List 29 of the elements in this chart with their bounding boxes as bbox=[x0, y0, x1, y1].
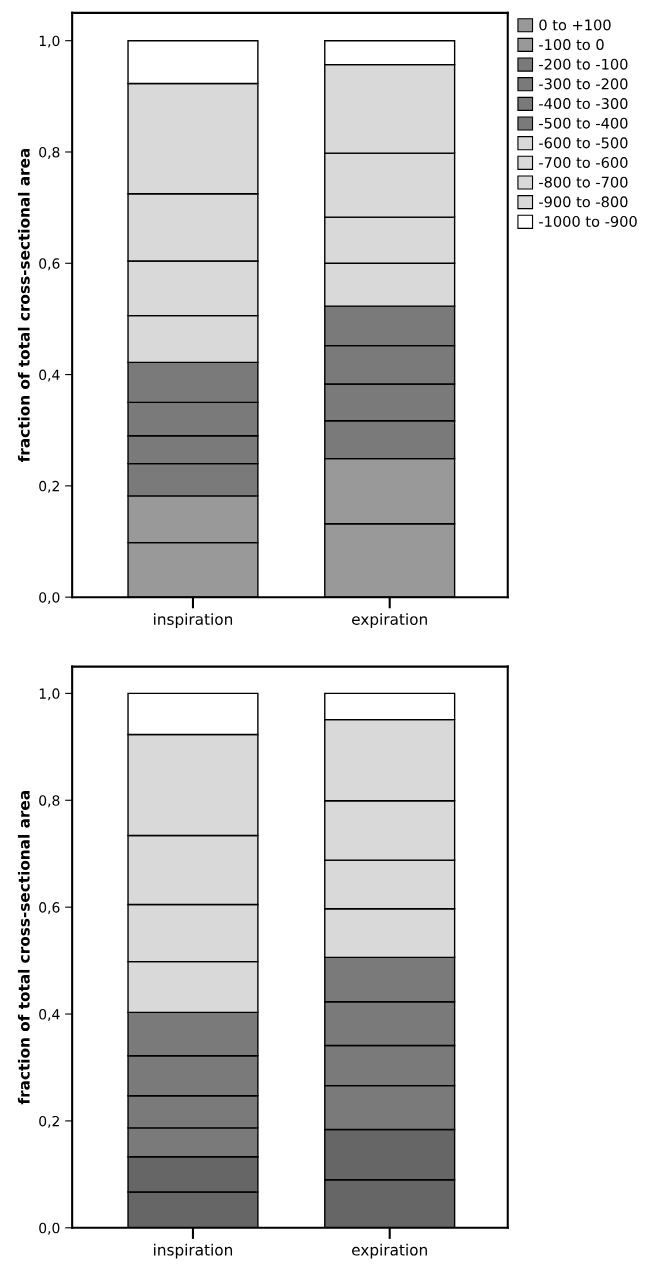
legend-label: -400 to -300 bbox=[539, 98, 628, 110]
legend-label: 0 to +100 bbox=[539, 19, 611, 31]
x-tick-label: expiration bbox=[352, 1243, 427, 1259]
x-tick-label: expiration bbox=[352, 613, 427, 628]
y-tick-label: 0,6 bbox=[39, 258, 60, 271]
legend-label: -500 to -400 bbox=[539, 117, 628, 129]
y-axis-title: fraction of total cross-sectional area bbox=[17, 148, 30, 463]
y-tick-label: 0,0 bbox=[39, 592, 60, 605]
y-tick-label: 1,0 bbox=[39, 35, 60, 48]
y-tick-label: 0,8 bbox=[39, 795, 60, 808]
y-tick-label: 0,4 bbox=[39, 1009, 60, 1021]
legend-label: -600 to -500 bbox=[539, 137, 628, 149]
legend-label: -1000 to -900 bbox=[539, 215, 637, 228]
y-tick-label: 0,0 bbox=[39, 1222, 60, 1235]
legend-label: -900 to -800 bbox=[539, 196, 628, 208]
y-tick-label: 0,2 bbox=[39, 1115, 59, 1128]
legend-label: -300 to -200 bbox=[539, 78, 628, 90]
legend-label: -200 to -100 bbox=[539, 58, 628, 70]
y-tick-label: 0,4 bbox=[39, 369, 60, 382]
y-tick-label: 1,0 bbox=[39, 688, 60, 701]
legend-label: -100 to 0 bbox=[539, 39, 604, 51]
x-tick-label: inspiration bbox=[154, 1243, 233, 1259]
x-tick-label: inspiration bbox=[154, 613, 233, 628]
legend-label: -700 to -600 bbox=[539, 157, 628, 169]
y-tick-label: 0,8 bbox=[39, 146, 60, 159]
y-tick-label: 0,2 bbox=[39, 480, 59, 493]
y-axis-title: fraction of total cross-sectional area bbox=[17, 791, 30, 1105]
legend-label: -800 to -700 bbox=[539, 176, 628, 188]
y-tick-label: 0,6 bbox=[39, 902, 60, 915]
